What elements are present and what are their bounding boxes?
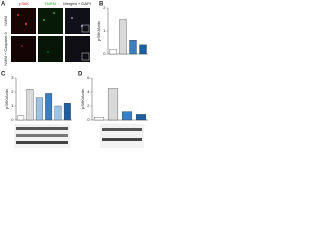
column-label: TMRM bbox=[44, 1, 56, 6]
bar bbox=[93, 117, 105, 121]
column-label: pS6K bbox=[19, 1, 29, 6]
panel-label: D bbox=[78, 72, 83, 78]
row-label: NMM bbox=[3, 16, 8, 26]
bar bbox=[17, 115, 25, 121]
y-tick-label: 3 bbox=[11, 75, 14, 80]
y-tick-label: 1 bbox=[11, 103, 14, 108]
bar bbox=[135, 114, 147, 121]
column-label: Merged + DAPI bbox=[63, 1, 90, 6]
micrographs bbox=[11, 8, 90, 62]
bar bbox=[139, 44, 147, 55]
bar bbox=[35, 97, 43, 121]
figure: A B C D pS6K TMRM Merged + DAPI NMM NMM … bbox=[1, 1, 148, 148]
bar bbox=[54, 105, 62, 121]
y-tick-label: 6 bbox=[87, 75, 90, 80]
y-tick-label: 4 bbox=[87, 89, 90, 94]
y-tick-label: 2 bbox=[103, 5, 106, 10]
bar bbox=[129, 40, 137, 55]
y-tick-label: 0 bbox=[87, 117, 90, 122]
bar bbox=[121, 111, 133, 121]
y-tick-label: 2 bbox=[87, 103, 90, 108]
bar bbox=[109, 49, 117, 55]
y-tick-label: 1 bbox=[103, 28, 106, 33]
y-axis-label: pS6K/Actin bbox=[96, 21, 101, 41]
bar bbox=[119, 19, 127, 55]
row-label: NMM + Caspase-9 bbox=[3, 32, 8, 66]
western-blot bbox=[14, 124, 144, 148]
bar bbox=[63, 103, 71, 121]
y-tick-label: 0 bbox=[11, 117, 14, 122]
y-tick-label: 0 bbox=[103, 51, 106, 56]
bar bbox=[107, 88, 119, 121]
panel-label: C bbox=[1, 72, 6, 78]
panel-label: B bbox=[99, 2, 104, 8]
bar bbox=[26, 89, 34, 121]
y-axis-label: pS6K/Actin bbox=[80, 89, 85, 109]
y-axis-label: pS6K/Actin bbox=[4, 89, 9, 109]
panel-label: A bbox=[1, 2, 6, 8]
y-tick-label: 2 bbox=[11, 89, 14, 94]
bar bbox=[45, 93, 53, 121]
